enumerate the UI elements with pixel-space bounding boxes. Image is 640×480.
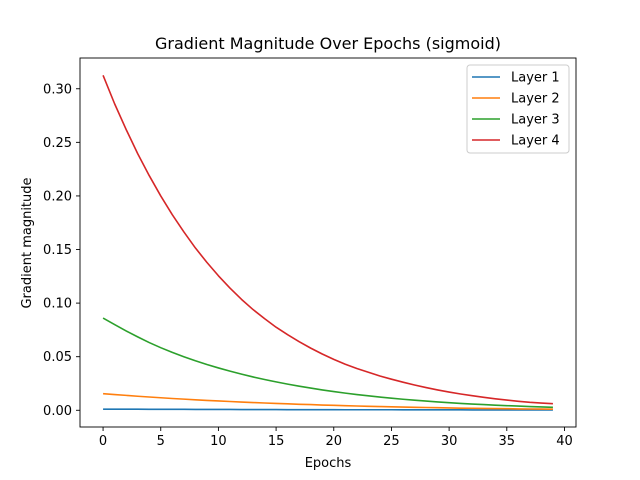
legend-label-layer-2: Layer 2 xyxy=(511,92,560,107)
y-tick-label: 0.25 xyxy=(43,136,72,151)
y-tick-label: 0.00 xyxy=(43,404,72,419)
series-line-layer-3 xyxy=(102,317,553,409)
series-line-layer-2 xyxy=(103,392,553,411)
legend: Layer 1 Layer 2 Layer 3 Layer 4 xyxy=(466,64,570,154)
x-axis: 0 5 10 15 20 25 30 35 40 xyxy=(99,427,573,449)
plot-area xyxy=(79,57,577,428)
y-tick-label: 0.30 xyxy=(43,82,72,97)
y-axis-label: Gradient magnitude xyxy=(20,177,35,308)
series-line-layer-1 xyxy=(103,408,553,411)
x-tick-label: 35 xyxy=(499,434,516,449)
y-axis: 0.00 0.05 0.10 0.15 0.20 0.25 0.30 xyxy=(43,82,80,419)
x-tick-label: 40 xyxy=(556,434,573,449)
series-line-layer-4 xyxy=(102,75,553,405)
y-tick-label: 0.20 xyxy=(43,189,72,204)
x-tick-label: 30 xyxy=(441,434,458,449)
y-tick-label: 0.10 xyxy=(43,297,72,312)
legend-label-layer-3: Layer 3 xyxy=(511,113,560,128)
x-tick-label: 20 xyxy=(325,434,342,449)
plot-frame xyxy=(79,57,577,428)
y-tick-label: 0.05 xyxy=(43,350,72,365)
x-axis-label: Epochs xyxy=(305,456,352,471)
x-tick-label: 25 xyxy=(383,434,400,449)
legend-label-layer-1: Layer 1 xyxy=(511,71,560,86)
x-tick-label: 10 xyxy=(210,434,227,449)
legend-frame xyxy=(466,64,570,154)
chart-title: Gradient Magnitude Over Epochs (sigmoid) xyxy=(155,34,501,53)
x-tick-label: 15 xyxy=(268,434,285,449)
legend-label-layer-4: Layer 4 xyxy=(511,134,560,149)
x-tick-label: 5 xyxy=(157,434,165,449)
x-tick-label: 0 xyxy=(99,434,107,449)
y-tick-label: 0.15 xyxy=(43,243,72,258)
